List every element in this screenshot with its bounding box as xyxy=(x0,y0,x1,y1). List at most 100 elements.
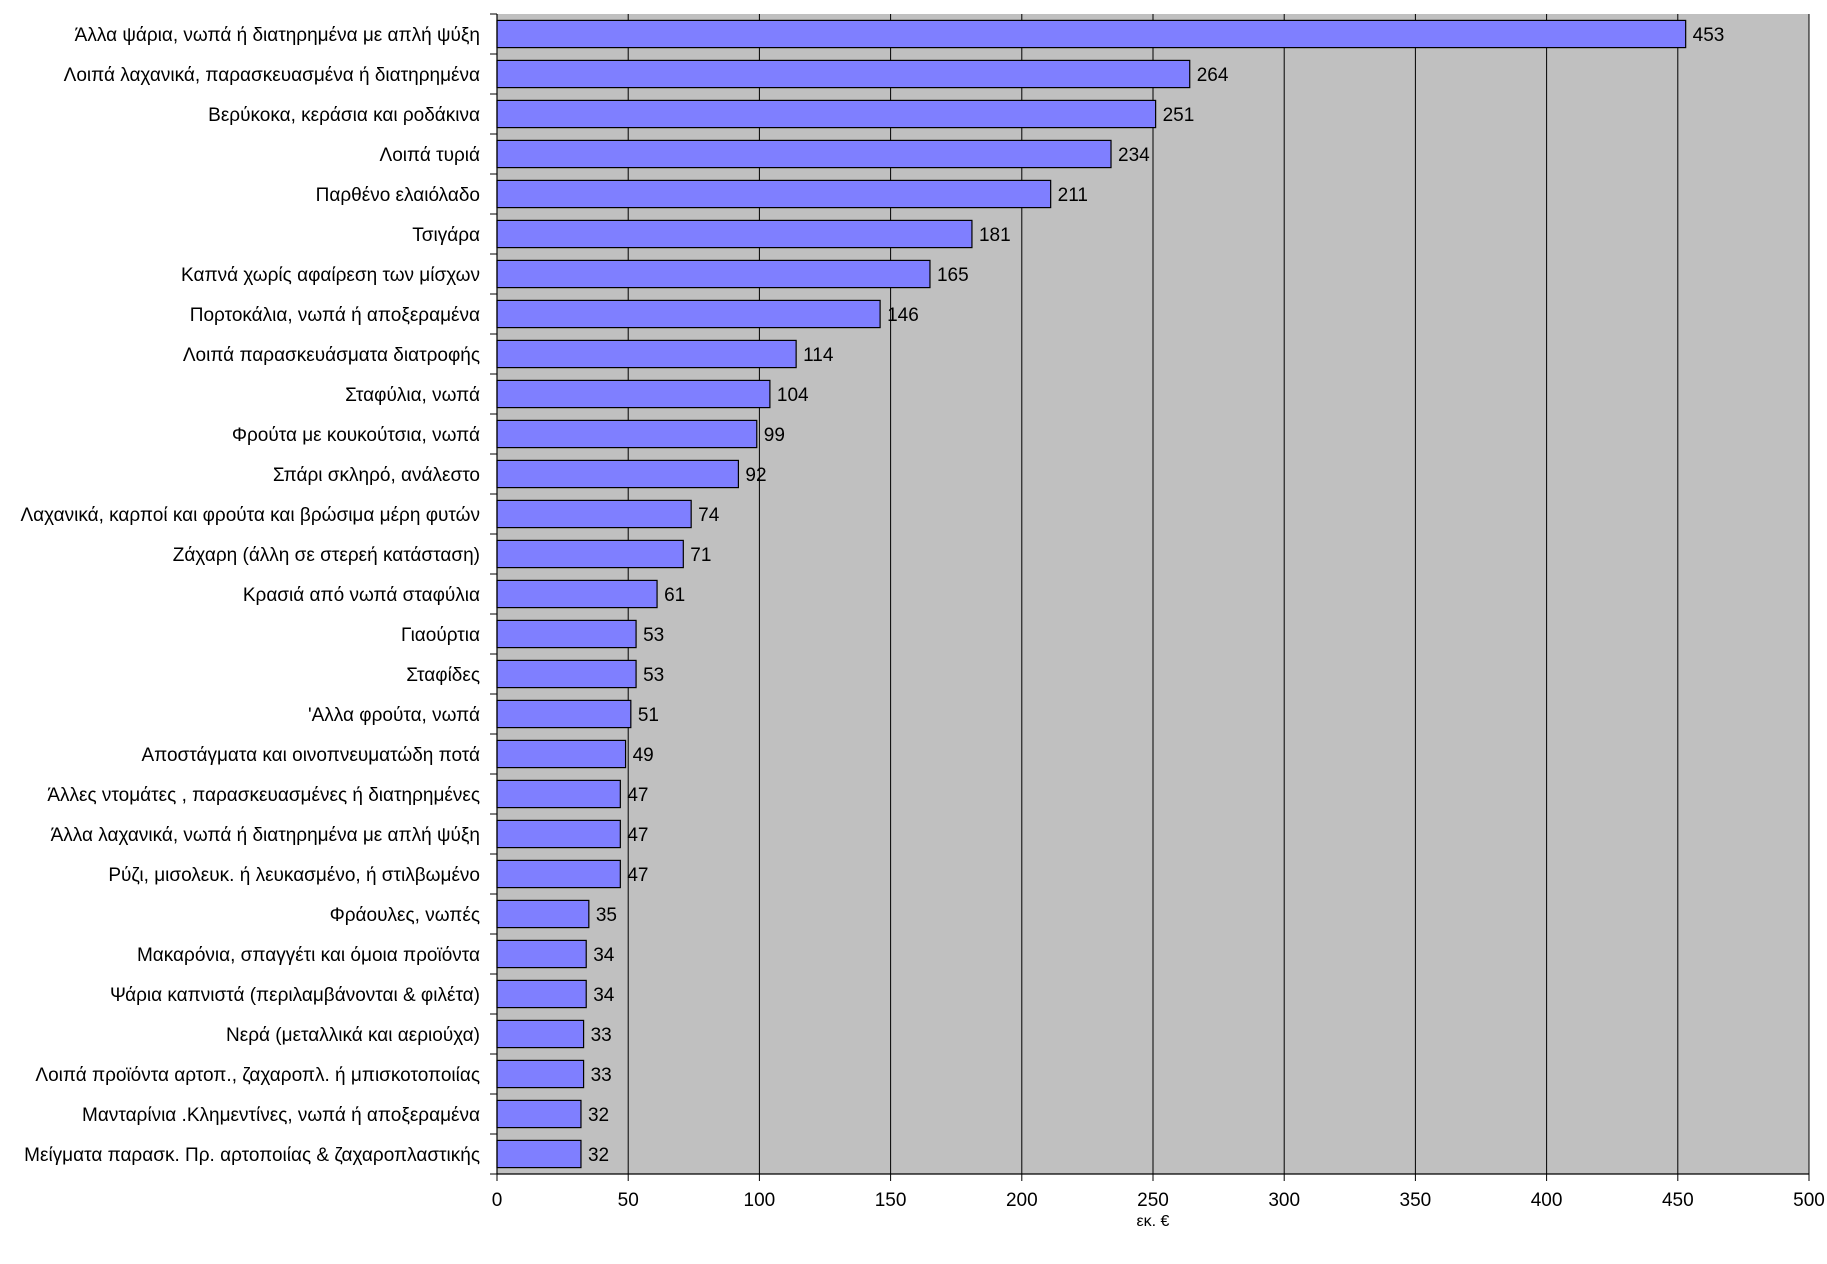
data-label: 33 xyxy=(591,1025,612,1046)
x-tick-label: 400 xyxy=(1531,1190,1563,1211)
bar xyxy=(496,859,621,889)
data-label: 34 xyxy=(593,985,615,1006)
data-label: 114 xyxy=(803,345,834,366)
bar xyxy=(496,459,740,489)
category-label: Άλλες ντομάτες , παρασκευασμένες ή διατη… xyxy=(47,785,480,806)
bar xyxy=(496,219,973,249)
data-label: 49 xyxy=(633,745,654,766)
bar xyxy=(496,59,1191,89)
bar xyxy=(496,1139,582,1169)
bar xyxy=(496,139,1112,169)
x-tick-label: 0 xyxy=(492,1190,503,1211)
data-label: 35 xyxy=(596,905,617,926)
category-label: Πορτοκάλια, νωπά ή αποξεραμένα xyxy=(190,305,480,326)
data-label: 181 xyxy=(979,225,1011,246)
category-label: Μακαρόνια, σπαγγέτι και όμοια προϊόντα xyxy=(137,945,480,966)
category-label: 'Αλλα φρούτα, νωπά xyxy=(308,705,480,726)
category-label: Σταφύλια, νωπά xyxy=(345,385,480,406)
bar xyxy=(496,659,637,689)
data-label: 53 xyxy=(643,625,664,646)
bar xyxy=(496,379,771,409)
x-tick-label: 450 xyxy=(1662,1190,1694,1211)
category-label: Λοιπά παρασκευάσματα διατροφής xyxy=(183,345,480,366)
x-tick-label: 500 xyxy=(1793,1190,1825,1211)
bar xyxy=(496,1099,582,1129)
x-axis-label: εκ. € xyxy=(1137,1213,1170,1230)
x-tick-label: 150 xyxy=(875,1190,907,1211)
bar xyxy=(496,539,684,569)
bar xyxy=(496,619,637,649)
bars xyxy=(496,19,1687,1169)
data-label: 51 xyxy=(638,705,659,726)
data-label: 32 xyxy=(588,1105,609,1126)
bar xyxy=(496,819,621,849)
data-label: 92 xyxy=(745,465,766,486)
category-labels: Άλλα ψάρια, νωπά ή διατηρημένα με απλή ψ… xyxy=(20,25,480,1166)
bar xyxy=(496,579,658,609)
bar xyxy=(496,779,621,809)
bar xyxy=(496,939,587,969)
bar xyxy=(496,299,881,329)
category-label: Φράουλες, νωπές xyxy=(330,905,480,926)
bar xyxy=(496,1059,585,1089)
bar xyxy=(496,339,797,369)
category-label: Άλλα λαχανικά, νωπά ή διατηρημένα με απλ… xyxy=(51,825,480,846)
data-label: 234 xyxy=(1118,145,1150,166)
data-label: 211 xyxy=(1058,185,1088,206)
category-label: Ζάχαρη (άλλη σε στερεή κατάσταση) xyxy=(173,545,480,566)
data-label: 33 xyxy=(591,1065,612,1086)
bar xyxy=(496,99,1157,129)
data-label: 146 xyxy=(887,305,919,326)
bar xyxy=(496,259,931,289)
data-label: 47 xyxy=(627,785,648,806)
bar xyxy=(496,419,758,449)
category-label: Κρασιά από νωπά σταφύλια xyxy=(243,585,480,606)
category-label: Λοιπά τυριά xyxy=(380,145,481,166)
data-label: 47 xyxy=(627,865,648,886)
data-label: 47 xyxy=(627,825,648,846)
data-label: 32 xyxy=(588,1145,609,1166)
data-label: 264 xyxy=(1197,65,1229,86)
data-label: 61 xyxy=(664,585,685,606)
bar xyxy=(496,739,627,769)
category-label: Λοιπά προϊόντα αρτοπ., ζαχαροπλ. ή μπισκ… xyxy=(35,1065,480,1086)
bar xyxy=(496,179,1052,209)
category-label: Σταφίδες xyxy=(406,665,480,686)
category-label: Βερύκοκα, κεράσια και ροδάκινα xyxy=(208,105,480,126)
category-label: Νερά (μεταλλικά και αεριούχα) xyxy=(226,1025,480,1046)
category-label: Άλλα ψάρια, νωπά ή διατηρημένα με απλή ψ… xyxy=(75,25,480,46)
x-tick-label: 100 xyxy=(744,1190,776,1211)
category-label: Ρύζι, μισολευκ. ή λευκασμένο, ή στιλβωμέ… xyxy=(108,865,480,886)
category-label: Σπάρι σκληρό, ανάλεστο xyxy=(273,465,480,486)
bar xyxy=(496,499,692,529)
bar xyxy=(496,979,587,1009)
category-label: Λοιπά λαχανικά, παρασκευασμένα ή διατηρη… xyxy=(64,65,480,86)
category-label: Ψάρια καπνιστά (περιλαμβάνονται & φιλέτα… xyxy=(110,985,480,1006)
category-label: Παρθένο ελαιόλαδο xyxy=(316,185,480,206)
bar xyxy=(496,1019,585,1049)
category-label: Γιαούρτια xyxy=(401,625,480,646)
data-label: 165 xyxy=(937,265,969,286)
category-label: Τσιγάρα xyxy=(412,225,480,246)
data-label: 34 xyxy=(593,945,615,966)
data-label: 74 xyxy=(698,505,720,526)
data-label: 99 xyxy=(764,425,785,446)
data-label: 53 xyxy=(643,665,664,686)
x-tick-label: 200 xyxy=(1006,1190,1038,1211)
category-label: Αποστάγματα και οινοπνευματώδη ποτά xyxy=(141,745,480,766)
data-label: 71 xyxy=(690,545,711,566)
x-tick-label: 300 xyxy=(1268,1190,1300,1211)
bar xyxy=(496,899,590,929)
data-label: 251 xyxy=(1163,105,1195,126)
x-axis: 0 50 100 150 200 250 300 350 400 450 500 xyxy=(490,13,1825,1211)
category-label: Λαχανικά, καρποί και φρούτα και βρώσιμα … xyxy=(20,505,480,526)
category-label: Μείγματα παρασκ. Πρ. αρτοποιίας & ζαχαρο… xyxy=(24,1145,480,1166)
category-label: Καπνά χωρίς αφαίρεση των μίσχων xyxy=(181,265,480,286)
x-tick-label: 250 xyxy=(1137,1190,1169,1211)
x-tick-label: 50 xyxy=(618,1190,639,1211)
data-label: 453 xyxy=(1693,25,1725,46)
x-tick-label: 350 xyxy=(1400,1190,1432,1211)
bar xyxy=(496,699,632,729)
